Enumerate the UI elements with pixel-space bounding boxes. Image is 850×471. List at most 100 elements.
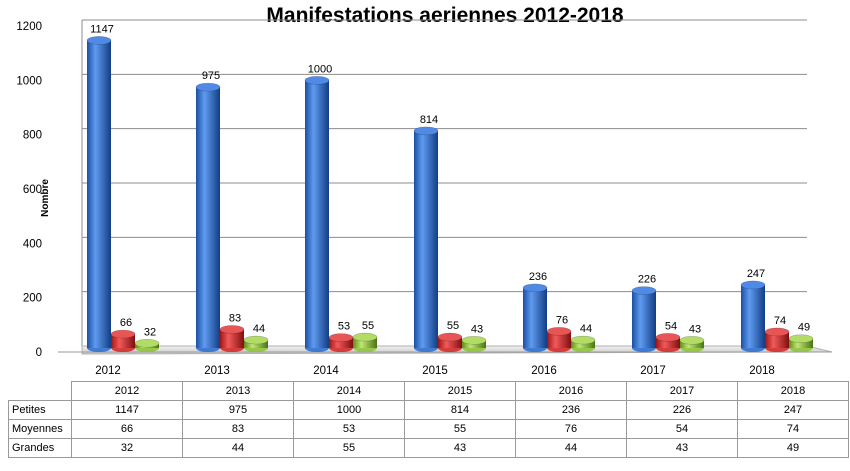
table-cell: 44: [515, 438, 627, 458]
bar-top: [134, 339, 160, 348]
data-label: 55: [362, 320, 374, 332]
data-table: 2012 2013 2014 2015 2016 2017 2018 Petites 1147 9…: [8, 381, 849, 458]
table-header-cell: 2017: [626, 381, 738, 401]
x-tick-label: 2015: [422, 365, 448, 377]
bar-top: [788, 334, 814, 343]
bar-top: [219, 325, 245, 334]
bar-top: [86, 36, 112, 45]
data-label: 44: [580, 323, 592, 335]
table-cell: 1000: [293, 400, 405, 420]
table-row: Grandes 32 44 55 43 44 43 49: [8, 438, 849, 458]
x-tick-label: 2018: [749, 365, 775, 377]
bar-body: [656, 337, 680, 348]
table-cell: 247: [737, 400, 849, 420]
table-header-cell: 2016: [515, 381, 627, 401]
table-header-cell: 2013: [182, 381, 294, 401]
bar-body: [632, 290, 656, 348]
bar-top: [304, 76, 330, 85]
data-label: 43: [689, 323, 701, 335]
data-label: 44: [253, 323, 265, 335]
data-label: 814: [420, 114, 438, 126]
data-label: 236: [529, 271, 547, 283]
bar-moyennes-2018: [764, 327, 790, 352]
bar-grandes-2018: [788, 334, 814, 352]
bar-top: [764, 327, 790, 337]
table-cell: 975: [182, 400, 294, 420]
bar-top: [461, 336, 487, 345]
y-tick-label: 200: [23, 293, 42, 305]
data-label: 53: [338, 321, 350, 333]
y-axis-ticks: 0 200 400 600 800 1000 1200: [16, 21, 42, 359]
table-cell: 236: [515, 400, 627, 420]
bar-top: [437, 332, 463, 342]
data-label: 1147: [90, 23, 114, 35]
bar-moyennes-2013: [219, 325, 245, 352]
table-cell: 53: [293, 419, 405, 439]
bar-grandes-2014: [352, 332, 378, 352]
bar-petites-2016: [522, 283, 548, 352]
table-cell: 54: [626, 419, 738, 439]
bar-chart: Manifestations aeriennes 2012-2018 Nombr…: [16, 4, 833, 377]
bar-body: [87, 40, 111, 348]
bar-body: [741, 284, 765, 348]
bar-body: [196, 87, 220, 348]
bar-top: [631, 286, 657, 295]
table-cell: 814: [404, 400, 516, 420]
table-row-label: Grandes: [8, 438, 72, 458]
bar-moyennes-2017: [655, 333, 681, 352]
bar-body: [305, 80, 329, 348]
data-label: 83: [229, 312, 241, 324]
data-label: 54: [665, 320, 677, 332]
bar-body: [789, 338, 813, 348]
bar-top: [740, 280, 766, 290]
bar-body: [414, 130, 438, 348]
table-corner: [8, 381, 72, 401]
x-tick-label: 2013: [204, 365, 230, 377]
bar-petites-2015: [413, 126, 439, 352]
bar-petites-2017: [631, 286, 657, 352]
table-cell: 55: [293, 438, 405, 458]
bar-body: [353, 337, 377, 348]
x-tick-label: 2016: [531, 365, 557, 377]
table-cell: 44: [182, 438, 294, 458]
bar-moyennes-2016: [546, 327, 572, 352]
bar-top: [110, 329, 136, 339]
data-label: 74: [774, 315, 786, 327]
bar-petites-2018: [740, 280, 766, 352]
table-cell: 49: [737, 438, 849, 458]
data-label: 55: [447, 320, 459, 332]
data-label: 1000: [308, 63, 332, 75]
bar-grandes-2012: [134, 339, 160, 352]
y-tick-label: 1200: [16, 21, 42, 33]
y-tick-label: 400: [23, 238, 42, 250]
bar-petites-2013: [195, 82, 221, 352]
bar-moyennes-2014: [328, 333, 354, 352]
data-label: 66: [120, 317, 132, 329]
bar-grandes-2017: [679, 336, 705, 352]
bar-body: [329, 337, 353, 348]
table-cell: 43: [626, 438, 738, 458]
bar-body: [547, 331, 571, 348]
bar-top: [413, 126, 439, 136]
data-label: 76: [556, 314, 568, 326]
y-tick-label: 600: [23, 184, 42, 196]
table-cell: 55: [404, 419, 516, 439]
y-tick-label: 1000: [16, 75, 42, 87]
table-row: Petites 1147 975 1000 814 236 226 247: [8, 400, 849, 420]
bar-moyennes-2015: [437, 332, 463, 352]
data-label: 32: [144, 326, 156, 338]
table-header-row: 2012 2013 2014 2015 2016 2017 2018: [8, 381, 849, 401]
bar-top: [522, 283, 548, 293]
bar-body: [438, 337, 462, 348]
y-axis-title: Nombre: [40, 179, 51, 217]
bar-body: [111, 334, 135, 348]
x-axis-ticks: 2012 2013 2014 2015 2016 2017 2018: [95, 365, 775, 377]
table-row: Moyennes 66 83 53 55 76 54 74: [8, 419, 849, 439]
table-header-cell: 2018: [737, 381, 849, 401]
data-label: 226: [638, 274, 656, 286]
table-row-label: Moyennes: [8, 419, 72, 439]
bar-grandes-2013: [243, 335, 269, 352]
x-tick-label: 2017: [640, 365, 666, 377]
y-tick-label: 0: [36, 347, 42, 359]
bar-body: [523, 287, 547, 348]
